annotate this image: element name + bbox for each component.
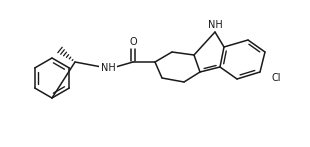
Text: O: O xyxy=(129,37,137,47)
Text: NH: NH xyxy=(208,20,222,30)
Text: Cl: Cl xyxy=(272,73,281,83)
Text: NH: NH xyxy=(101,63,115,73)
